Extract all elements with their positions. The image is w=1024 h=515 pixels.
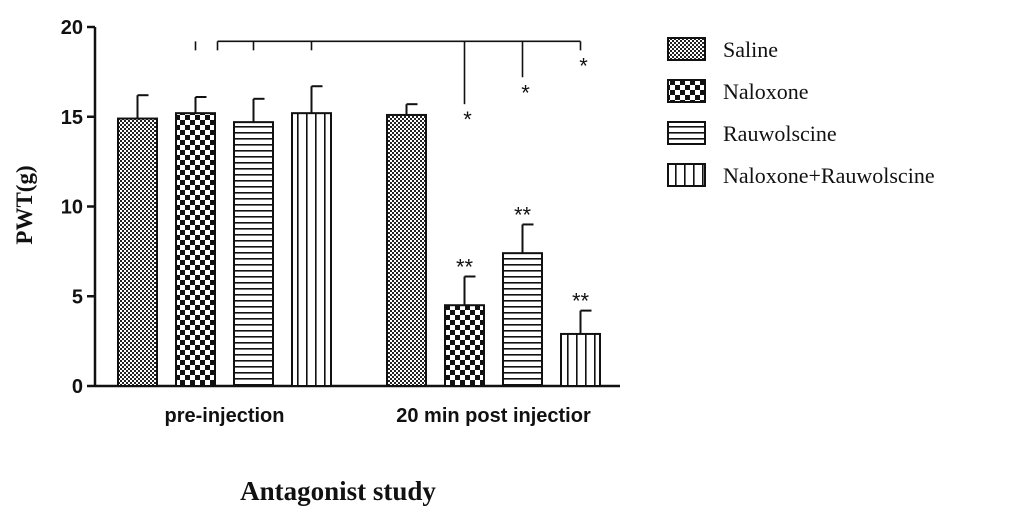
y-tick-label: 10 [61, 197, 83, 219]
x-category-label: pre-injection [164, 405, 284, 427]
bars: ** ** ** [117, 85, 601, 388]
comparison-significance-label: * [521, 80, 530, 105]
legend-label: Rauwolscine [723, 121, 837, 146]
bar-rauwolscine [233, 121, 274, 387]
bar-naloxone [175, 112, 216, 387]
legend-label: Saline [723, 37, 778, 62]
y-tick-label: 0 [72, 376, 83, 398]
legend-swatch [667, 79, 706, 103]
legend-swatch [667, 163, 706, 187]
y-axis-title: PWT(g) [12, 165, 37, 244]
x-category-label: 20 min post injectior [396, 405, 591, 427]
bar-saline [117, 117, 158, 387]
legend-label: Naloxone+Rauwolscine [723, 163, 935, 188]
bar-rauwolscine [502, 252, 543, 387]
y-tick-label: 5 [72, 286, 83, 308]
bar-naloxone [444, 304, 485, 388]
bar-naloxone-rauwolscine [560, 332, 601, 388]
legend-swatch [667, 37, 706, 61]
legend-label: Naloxone [723, 79, 809, 104]
x-axis-title: Antagonist study [240, 476, 436, 506]
data-label: ** [572, 289, 590, 314]
y-tick-label: 20 [61, 17, 83, 39]
y-tick-label: 15 [61, 107, 83, 129]
legend: Saline Naloxone Rauwolscine Naloxone+Rauwol… [667, 37, 935, 188]
data-label: ** [514, 202, 532, 227]
data-label: ** [456, 255, 474, 280]
comparison-significance-label: * [579, 53, 588, 78]
comparison-significance-label: * [463, 107, 472, 132]
bar-saline [386, 113, 427, 388]
bar-naloxone-rauwolscine [291, 112, 332, 387]
significance-annotations: * * * [194, 40, 588, 132]
legend-swatch [667, 121, 706, 145]
